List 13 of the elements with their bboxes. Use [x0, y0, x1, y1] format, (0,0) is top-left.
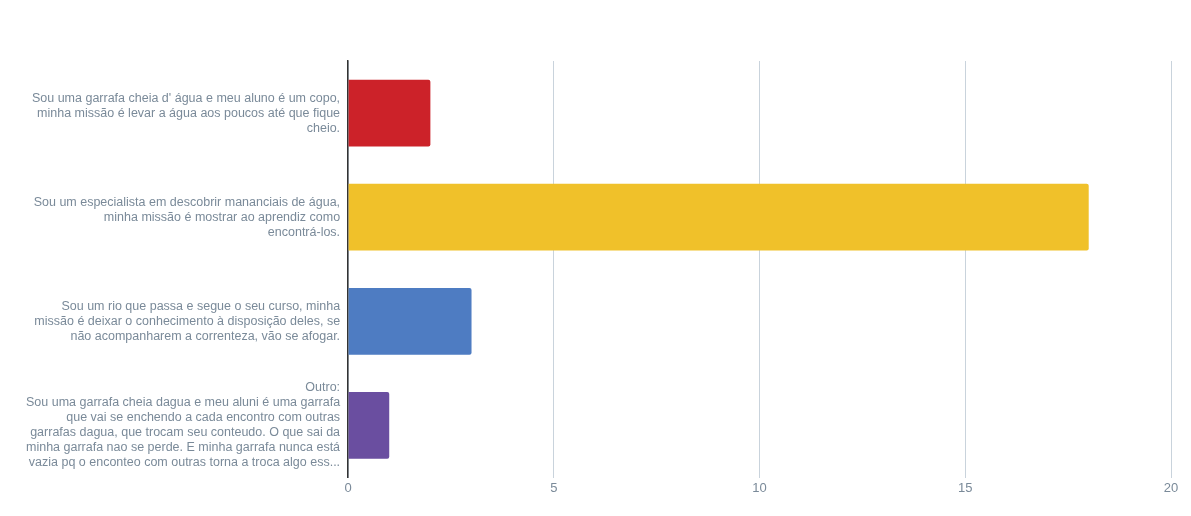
bar [348, 79, 431, 147]
y-tick-label: Sou um rio que passa e segue o seu curso, minha missão é deixar o conhecimento à disposição deles, se não acompanharem a correnteza, vão se afogar. [34, 298, 341, 343]
y-tick-label: Outro: Sou uma garrafa cheia dagua e meu aluni é uma garrafa que vai se enchendo a cada encontro com outras garrafas dagua, que trocam seu conteudo. O que sai da minha garrafa nao se perde. E minha garrafa nunca está vazia pq o enconteo com outras torna a troca algo ess... [25, 380, 341, 470]
y-tick-label: Sou uma garrafa cheia d' água e meu aluno é um copo, minha missão é levar a água aos poucos até que fique cheio. [31, 90, 341, 135]
y-tick-label: Sou um especialista em descobrir mananciais de água, minha missão é mostrar ao aprendiz como encontrá-los. [33, 194, 341, 239]
x-tick-label: 0 [344, 479, 352, 495]
x-tick-label: 15 [958, 479, 973, 495]
bar [348, 392, 390, 459]
x-tick-label: 5 [550, 479, 558, 495]
x-tick-label: 20 [1163, 479, 1179, 495]
x-tick-label: 10 [752, 479, 767, 495]
bar [348, 287, 472, 355]
bar [348, 183, 1089, 251]
